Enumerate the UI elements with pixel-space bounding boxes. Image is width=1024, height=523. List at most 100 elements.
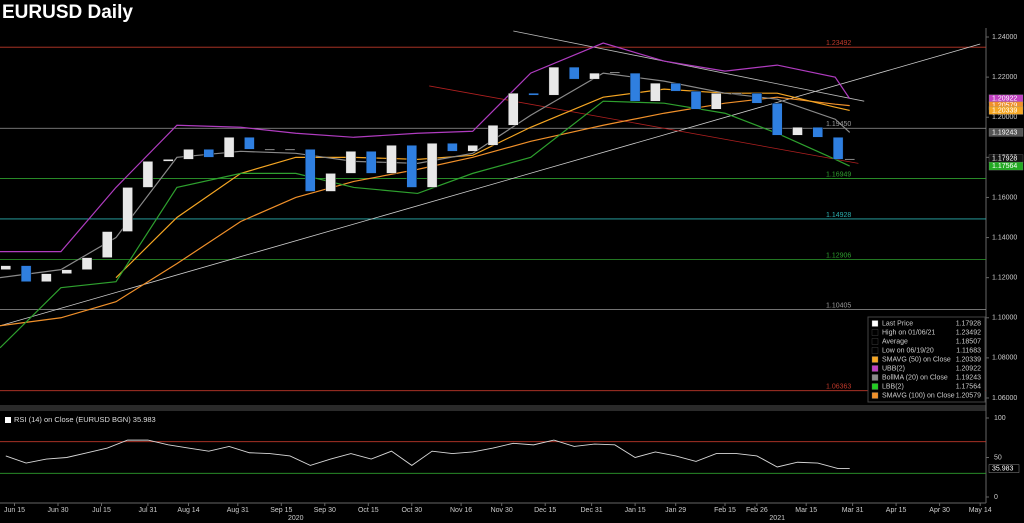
year-label: 2021 bbox=[769, 515, 785, 522]
legend-value: 1.18507 bbox=[956, 338, 981, 345]
trend-line bbox=[513, 30, 865, 102]
legend-swatch bbox=[871, 356, 879, 363]
x-tick-label: May 14 bbox=[969, 507, 992, 514]
candle-body bbox=[386, 145, 397, 174]
x-tick-label: Jan 15 bbox=[625, 507, 646, 514]
candle-body bbox=[650, 82, 661, 102]
level-label: 1.19450 bbox=[826, 121, 851, 128]
price-tag-label: 1.20579 bbox=[992, 102, 1017, 109]
level-label: 1.12906 bbox=[826, 252, 851, 259]
y-tick-label: 1.14000 bbox=[992, 234, 1017, 241]
legend-swatch bbox=[871, 338, 879, 345]
legend-swatch bbox=[871, 374, 879, 381]
candle-body bbox=[102, 231, 113, 258]
candle-body bbox=[264, 149, 275, 151]
legend-value: 1.19243 bbox=[956, 374, 981, 381]
price-tag bbox=[988, 464, 1020, 473]
candle-body bbox=[467, 145, 478, 152]
candle-body bbox=[81, 257, 93, 270]
y-tick-label: 0 bbox=[994, 494, 998, 501]
y-tick-label: 50 bbox=[994, 454, 1002, 461]
level-label: 1.06363 bbox=[826, 384, 851, 391]
legend-value: 1.11683 bbox=[956, 347, 981, 354]
x-tick-label: Mar 31 bbox=[842, 507, 864, 514]
legend-swatch bbox=[871, 329, 879, 336]
candle-body bbox=[528, 92, 539, 96]
overlay-line bbox=[0, 100, 850, 349]
candle-body bbox=[508, 92, 519, 126]
candle-body bbox=[487, 125, 499, 146]
x-tick-label: Sep 30 bbox=[314, 507, 336, 514]
legend-swatch bbox=[871, 347, 879, 354]
legend-value: 1.17928 bbox=[956, 320, 981, 327]
y-tick-label: 1.24000 bbox=[992, 34, 1017, 41]
legend-name: LBB(2) bbox=[882, 383, 904, 390]
y-tick-label: 1.10000 bbox=[992, 315, 1017, 322]
overlay-line bbox=[0, 42, 851, 253]
legend-name: SMAVG (100) on Close bbox=[882, 392, 955, 399]
y-tick-label: 1.12000 bbox=[992, 275, 1017, 282]
legend-value: 1.20339 bbox=[956, 356, 981, 363]
y-tick-label: 1.20000 bbox=[992, 114, 1017, 121]
price-tag-label: 1.20339 bbox=[992, 107, 1017, 114]
legend-swatch bbox=[871, 383, 879, 390]
legend-value: 1.17564 bbox=[956, 383, 981, 390]
candle-body bbox=[203, 149, 215, 158]
x-tick-label: Nov 16 bbox=[450, 507, 472, 514]
legend-name: Last Price bbox=[882, 320, 913, 327]
legend-box bbox=[867, 316, 986, 403]
candle-body bbox=[812, 127, 823, 138]
legend-value: 1.20922 bbox=[956, 365, 981, 372]
candle-body bbox=[61, 269, 72, 274]
x-tick-label: Mar 15 bbox=[795, 507, 817, 514]
candle-body bbox=[426, 143, 438, 188]
candle-body bbox=[406, 145, 417, 188]
x-tick-label: Dec 31 bbox=[581, 507, 603, 514]
y-tick-label: 1.08000 bbox=[992, 355, 1017, 362]
candle-body bbox=[183, 149, 194, 160]
x-tick-label: Jan 29 bbox=[665, 507, 686, 514]
candle-body bbox=[20, 265, 32, 282]
candle-body bbox=[244, 137, 255, 150]
price-tag bbox=[988, 161, 1024, 171]
candle-body bbox=[751, 92, 763, 104]
x-tick-label: Apr 30 bbox=[929, 507, 950, 514]
rsi-legend-square bbox=[5, 417, 11, 423]
legend-swatch bbox=[871, 392, 879, 399]
x-tick-label: Jul 31 bbox=[139, 507, 158, 514]
candle-body bbox=[589, 72, 600, 80]
level-label: 1.16949 bbox=[826, 171, 851, 178]
year-label: 2020 bbox=[288, 515, 304, 522]
overlay-line bbox=[115, 88, 850, 279]
overlay-line bbox=[0, 72, 851, 279]
level-label: 1.23492 bbox=[826, 40, 851, 47]
candle-body bbox=[569, 66, 580, 80]
candle-body bbox=[844, 158, 855, 160]
candle-body bbox=[41, 273, 52, 282]
legend-name: High on 01/06/21 bbox=[882, 329, 935, 336]
legend-swatch bbox=[871, 320, 879, 327]
candle-body bbox=[223, 137, 235, 158]
rsi-title: RSI (14) on Close (EURUSD BGN) 35.983 bbox=[14, 415, 156, 424]
price-tag-label: 1.20922 bbox=[992, 96, 1017, 103]
candle-body bbox=[792, 127, 803, 136]
candle-body bbox=[325, 173, 336, 192]
candle-body bbox=[122, 187, 133, 232]
candle-body bbox=[366, 151, 377, 174]
candle-body bbox=[731, 92, 742, 95]
level-label: 1.14928 bbox=[826, 212, 851, 219]
candle-body bbox=[670, 82, 681, 92]
candle-body bbox=[284, 149, 296, 151]
price-tag-label: 1.19243 bbox=[992, 129, 1017, 136]
legend-name: SMAVG (50) on Close bbox=[882, 356, 951, 363]
y-tick-label: 1.06000 bbox=[992, 395, 1017, 402]
y-tick-label: 100 bbox=[994, 415, 1006, 422]
candle-body bbox=[142, 161, 154, 188]
price-tag-label: 1.17928 bbox=[992, 156, 1017, 163]
x-tick-label: Oct 15 bbox=[358, 507, 379, 514]
legend-value: 1.20579 bbox=[956, 392, 981, 399]
chart-title: EURUSD Daily bbox=[2, 2, 133, 23]
candle-body bbox=[629, 72, 641, 102]
